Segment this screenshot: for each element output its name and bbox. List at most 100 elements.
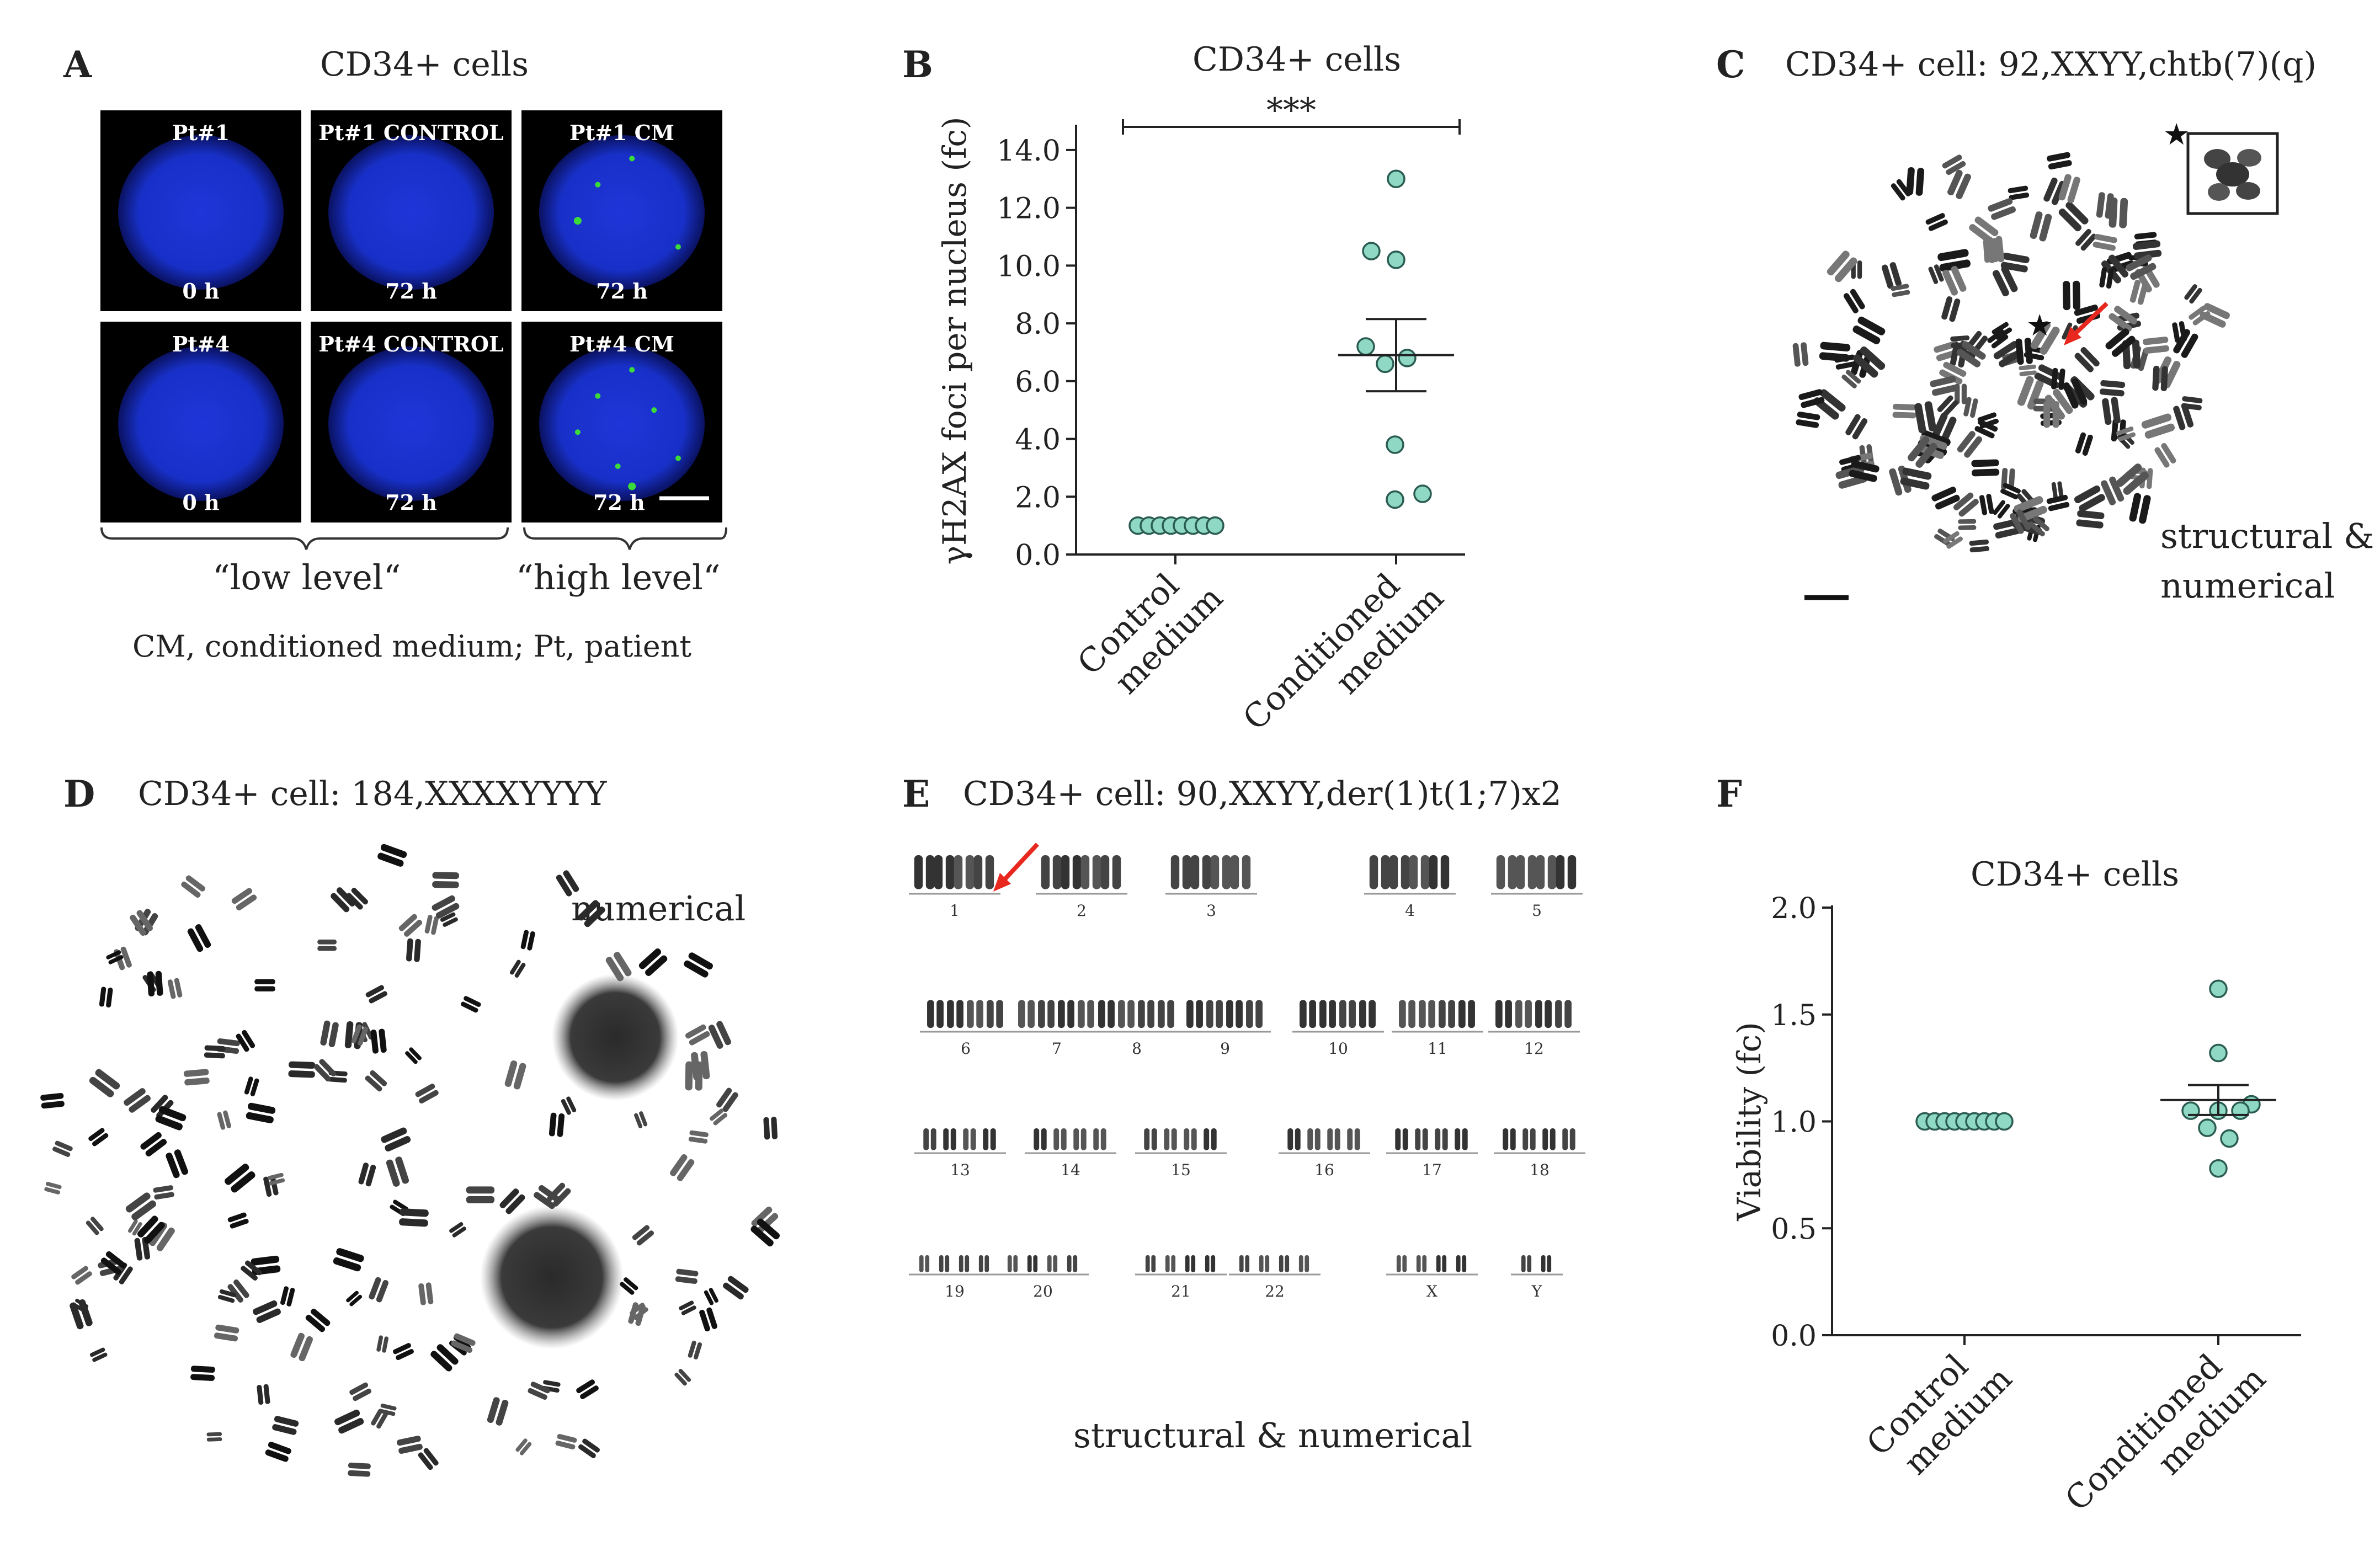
chromatid bbox=[1164, 1128, 1170, 1150]
chromosome bbox=[257, 1384, 270, 1405]
chromosome bbox=[2017, 376, 2044, 410]
chromatid bbox=[1127, 1000, 1135, 1028]
chromatid bbox=[242, 1030, 255, 1048]
chromosome bbox=[2126, 254, 2157, 280]
chromatid bbox=[2181, 403, 2202, 410]
chromatid bbox=[1503, 1128, 1509, 1150]
chromatid bbox=[380, 1404, 397, 1411]
chromatid bbox=[549, 1112, 557, 1137]
chromatid bbox=[184, 1077, 210, 1086]
data-point-conditioned bbox=[1398, 349, 1417, 367]
focus-dot bbox=[675, 455, 681, 461]
chromatid bbox=[1889, 262, 1902, 286]
y-tick-label: 0.0 bbox=[1015, 539, 1061, 572]
chromosome bbox=[1439, 1000, 1455, 1028]
chromatid bbox=[681, 1305, 696, 1315]
chromosome bbox=[1943, 531, 1963, 549]
chromatid bbox=[538, 1185, 560, 1202]
chromatid bbox=[106, 988, 113, 1008]
chromatid bbox=[1359, 1000, 1366, 1028]
chromatid bbox=[1972, 468, 2000, 477]
image-time: 0 h bbox=[182, 279, 220, 303]
data-point-conditioned bbox=[1356, 337, 1375, 356]
chromatid bbox=[1941, 296, 1953, 320]
chromatid bbox=[348, 1470, 371, 1477]
chromosome bbox=[1495, 1000, 1512, 1028]
chromatid bbox=[2099, 267, 2107, 288]
chromatid bbox=[398, 1443, 423, 1454]
chromatid bbox=[449, 1222, 464, 1233]
chromosome bbox=[1971, 459, 2000, 477]
chromatid bbox=[713, 1113, 728, 1126]
chromatid bbox=[2181, 403, 2194, 428]
chromosome bbox=[499, 1188, 525, 1214]
data-point-conditioned bbox=[1387, 169, 1405, 189]
chromosome bbox=[1436, 1255, 1447, 1272]
chromosome bbox=[487, 1397, 509, 1426]
chromosome bbox=[1100, 855, 1121, 889]
chromatid bbox=[204, 1052, 225, 1059]
chromosome bbox=[509, 959, 526, 978]
chromosome bbox=[638, 948, 668, 976]
chromosome bbox=[333, 1248, 364, 1272]
chromatid bbox=[1165, 1255, 1170, 1272]
chromatid bbox=[396, 1436, 421, 1446]
chromatid bbox=[1072, 855, 1082, 889]
chromatid bbox=[225, 1164, 249, 1185]
chromatid bbox=[1455, 1128, 1461, 1150]
chromatid bbox=[1185, 1255, 1190, 1272]
chromatid bbox=[2143, 345, 2169, 354]
chromatid bbox=[2173, 406, 2186, 430]
chromatid bbox=[708, 1025, 723, 1049]
chromatid bbox=[137, 1215, 158, 1238]
chromatid bbox=[405, 1051, 418, 1064]
chromatid bbox=[2161, 442, 2176, 464]
chromatid bbox=[223, 1110, 231, 1128]
chromatid bbox=[716, 1021, 732, 1046]
chromosome bbox=[2062, 280, 2081, 311]
chromatid bbox=[409, 1047, 422, 1060]
chromatid bbox=[1415, 1128, 1421, 1150]
chromatid bbox=[331, 893, 350, 913]
chromosome bbox=[2105, 328, 2136, 357]
chromatid bbox=[1222, 855, 1231, 889]
chromatid bbox=[227, 1212, 247, 1223]
chromatid bbox=[1992, 270, 2009, 297]
chromatid bbox=[2141, 413, 2172, 429]
chromatid bbox=[400, 1208, 429, 1217]
chromatid bbox=[288, 1070, 315, 1078]
chromatid bbox=[2163, 360, 2181, 388]
chromosome bbox=[346, 888, 369, 910]
chromatid bbox=[1827, 250, 1850, 276]
chromosome bbox=[2143, 337, 2169, 354]
chromosome bbox=[137, 1215, 165, 1244]
chromatid bbox=[1053, 1255, 1058, 1272]
chromatid bbox=[2116, 463, 2142, 487]
chromosome bbox=[317, 939, 337, 951]
chromatid bbox=[1147, 1000, 1154, 1028]
chromatid bbox=[757, 1218, 780, 1240]
chromosome bbox=[254, 979, 275, 991]
chromatid bbox=[636, 1230, 654, 1246]
chromatid bbox=[709, 1288, 718, 1303]
chromatid bbox=[2100, 380, 2126, 388]
chromosome bbox=[2075, 228, 2097, 251]
focus-dot bbox=[615, 463, 621, 470]
chromatid bbox=[125, 1192, 151, 1213]
karyotype-label: 1 bbox=[950, 902, 960, 920]
chromosome bbox=[2099, 380, 2126, 397]
nucleus bbox=[328, 346, 494, 501]
chromosome bbox=[684, 952, 713, 978]
chromatid bbox=[1956, 349, 1981, 367]
chromatid bbox=[688, 1137, 708, 1144]
chromosome bbox=[2074, 485, 2105, 512]
chromatid bbox=[40, 1092, 64, 1101]
chromatid bbox=[1940, 417, 1957, 444]
chromatid bbox=[1801, 342, 1809, 366]
chromatid bbox=[167, 979, 176, 999]
chromatid bbox=[217, 1294, 235, 1303]
chromosome bbox=[2000, 253, 2030, 273]
image-label: Pt#4 CONTROL bbox=[318, 332, 504, 356]
chromatid bbox=[2132, 240, 2161, 250]
chromatid bbox=[634, 1113, 643, 1128]
